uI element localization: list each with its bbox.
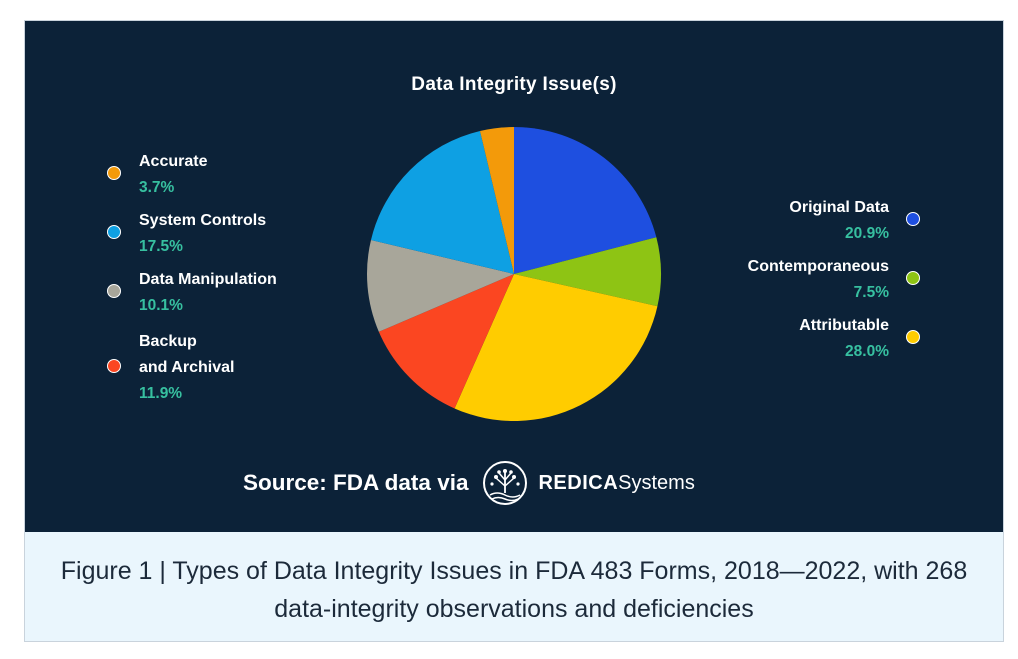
figure: Data Integrity Issue(s) Accurate 3.7% Sy… — [24, 20, 1004, 642]
legend-label-line1: Backup — [139, 333, 197, 350]
legend-item-contemporaneous: Contemporaneous 7.5% — [748, 254, 889, 306]
pie-slice-original-data — [514, 127, 657, 274]
legend-dot-attributable — [906, 330, 920, 344]
source-text: Source: FDA data via — [243, 470, 469, 495]
logo-bold: REDICA — [538, 471, 619, 494]
pie-slice-attributable — [454, 274, 658, 421]
legend-item-backup-archival: Backup and Archival 11.9% — [139, 329, 234, 407]
legend-percent: 17.5% — [139, 238, 183, 255]
logo-regular: Systems — [618, 471, 695, 494]
pie-chart — [367, 127, 661, 421]
legend-percent: 7.5% — [853, 284, 889, 301]
legend-dot-data-manipulation — [107, 284, 121, 298]
legend-label: Data Manipulation — [139, 271, 277, 288]
legend-item-original-data: Original Data 20.9% — [789, 195, 889, 247]
legend-item-accurate: Accurate 3.7% — [139, 149, 207, 201]
legend-item-system-controls: System Controls 17.5% — [139, 208, 266, 260]
legend-percent: 11.9% — [139, 385, 183, 402]
legend-dot-contemporaneous — [906, 271, 920, 285]
chart-panel: Data Integrity Issue(s) Accurate 3.7% Sy… — [25, 21, 1003, 532]
pie-slice-system-controls — [370, 130, 514, 274]
redica-tree-icon — [483, 461, 528, 505]
pie-slice-data-manipulation — [367, 240, 514, 332]
redica-wordmark: REDICASystems — [538, 472, 694, 495]
legend-dot-original-data — [906, 212, 920, 226]
legend-label: System Controls — [139, 212, 267, 229]
legend-label: Contemporaneous — [747, 258, 889, 275]
legend-label: Accurate — [139, 153, 208, 170]
source-line: Source: FDA data via REDICASystems — [243, 461, 695, 505]
legend-dot-accurate — [107, 166, 121, 180]
legend-dot-system-controls — [107, 225, 121, 239]
caption-box: Figure 1 | Types of Data Integrity Issue… — [25, 532, 1003, 641]
legend-percent: 20.9% — [845, 225, 889, 242]
legend-label: Original Data — [789, 199, 889, 216]
pie-slice-contemporaneous — [514, 237, 661, 307]
figure-caption: Figure 1 | Types of Data Integrity Issue… — [60, 557, 968, 623]
legend-percent: 10.1% — [139, 297, 183, 314]
pie-slice-accurate — [480, 127, 514, 274]
pie-slice-backup-and-archival — [378, 274, 514, 409]
chart-title: Data Integrity Issue(s) — [411, 74, 617, 95]
legend-percent: 28.0% — [845, 343, 889, 360]
legend-dot-backup-archival — [107, 359, 121, 373]
legend-label-line2: and Archival — [139, 359, 235, 376]
legend-label: Attributable — [799, 317, 889, 334]
legend-item-attributable: Attributable 28.0% — [799, 313, 889, 365]
legend-item-data-manipulation: Data Manipulation 10.1% — [139, 267, 277, 319]
legend-percent: 3.7% — [139, 179, 175, 196]
